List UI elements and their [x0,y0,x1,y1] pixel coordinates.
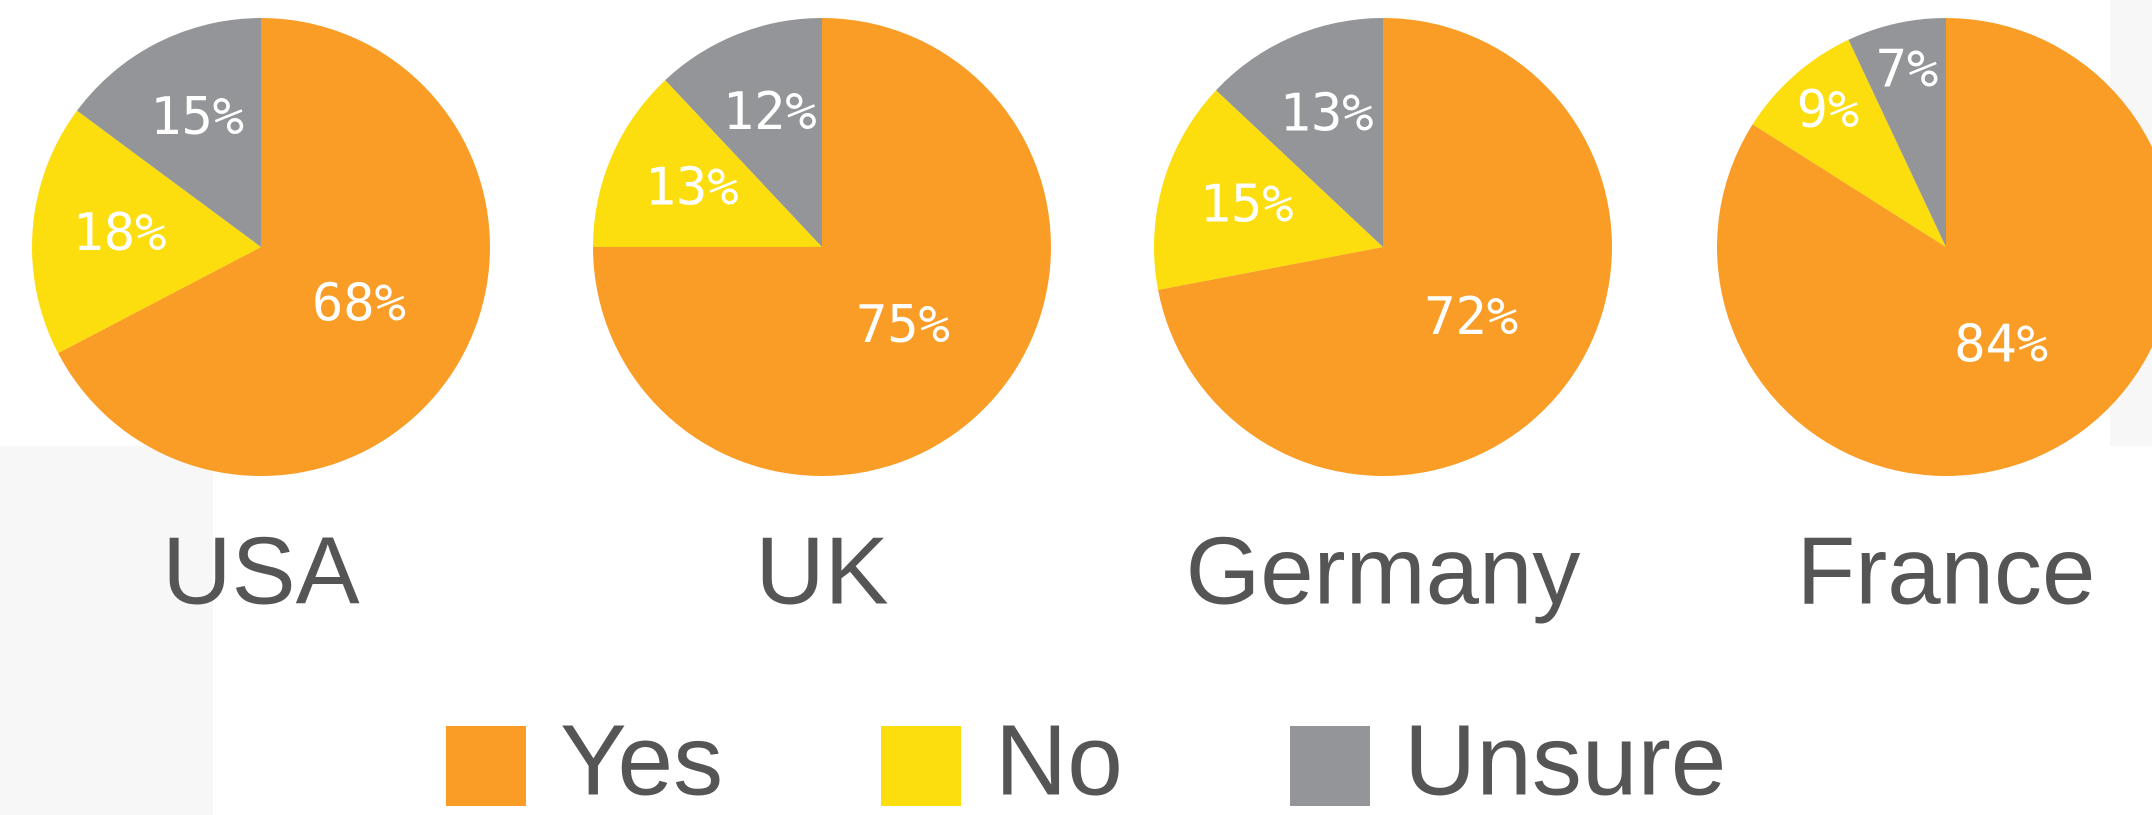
pie-slice [1848,18,1946,247]
legend-label: No [995,704,1123,815]
legend-label: Yes [560,704,723,815]
pie-slice [1158,18,1613,476]
slice-label: 7% [1876,40,1939,100]
pie-title: France [1797,517,2096,624]
slice-label: 18% [72,203,166,263]
pie-slice [1216,18,1383,247]
pie-slice [593,80,822,247]
pie-slice [31,110,262,354]
slice-label: 13% [1280,84,1374,144]
slice-label: 15% [150,87,244,147]
slice-label: 13% [645,158,739,218]
legend-label: Unsure [1404,704,1726,815]
slice-label: 84% [1954,314,2048,374]
slice-label: 68% [312,273,406,333]
legend-swatch [1290,726,1370,806]
legend-swatch [446,726,526,806]
legend-swatch [881,726,961,806]
pie-title: USA [162,517,359,624]
pie-slice [1752,39,1946,248]
pie-title: UK [755,517,888,624]
slice-label: 72% [1424,287,1518,347]
slice-label: 9% [1797,80,1860,140]
pie-slice [665,17,822,247]
pie-slice [1717,18,2152,476]
pie-slice [1154,90,1383,290]
pie-slice [58,18,490,477]
background-panel [0,446,213,815]
slice-label: 15% [1200,174,1294,234]
pie-title: Germany [1186,517,1581,624]
slice-label: 75% [856,295,950,355]
slice-label: 12% [723,82,817,142]
pie-slice [76,18,261,247]
